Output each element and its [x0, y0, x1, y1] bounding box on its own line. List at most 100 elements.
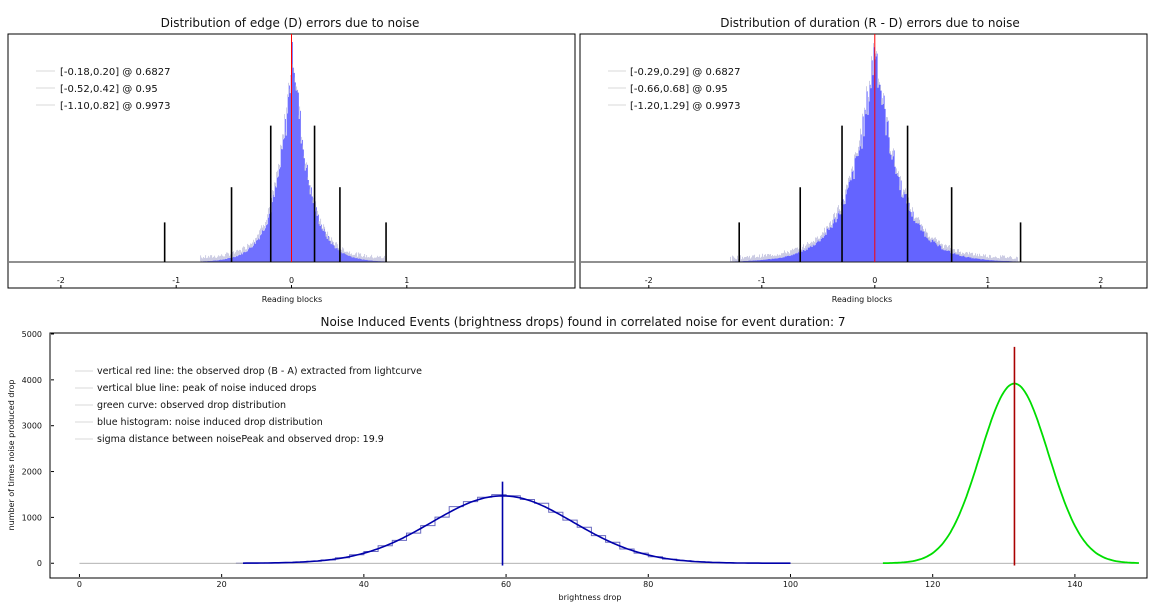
histogram-bar [252, 245, 254, 262]
histogram-bar [372, 260, 374, 262]
histogram-bar [889, 153, 891, 262]
histogram-bar [306, 164, 308, 262]
histogram-bar [286, 113, 288, 262]
histogram-bar [786, 256, 788, 262]
histogram-bar [279, 167, 281, 262]
histogram-bar [827, 228, 829, 262]
histogram-bar [768, 259, 770, 262]
histogram-bar [792, 254, 794, 262]
histogram-bar [856, 156, 858, 262]
x-tick-label: -1 [172, 276, 180, 285]
histogram-bar [775, 258, 777, 262]
histogram-bar [263, 230, 265, 262]
x-tick-label: 0 [77, 580, 82, 589]
histogram-bar [933, 241, 935, 262]
histogram-bar [800, 250, 802, 262]
histogram-bar [342, 253, 344, 262]
histogram-bar [980, 259, 982, 262]
y-tick-label: 4000 [22, 376, 42, 385]
histogram-bar [288, 85, 290, 262]
legend-entry: blue histogram: noise induced drop distr… [97, 417, 323, 428]
histogram-bar [235, 256, 237, 262]
histogram-bar [839, 214, 841, 262]
histogram-bar [349, 256, 351, 262]
histogram-bar [867, 114, 869, 263]
histogram-bar [753, 260, 755, 262]
histogram-bar [227, 258, 229, 262]
histogram-bar [958, 254, 960, 262]
histogram-bar [229, 257, 231, 262]
histogram-bar [999, 260, 1001, 262]
histogram-bar [254, 243, 256, 262]
y-tick-label: 0 [37, 559, 42, 568]
histogram-bar [798, 251, 800, 262]
histogram-bar [890, 154, 892, 262]
histogram-bar [371, 260, 373, 262]
histogram-bar [901, 196, 903, 262]
histogram-bar [285, 135, 287, 262]
y-axis-label: number of times noise produced drop [7, 380, 16, 531]
histogram-bar [967, 256, 969, 262]
histogram-bar [351, 257, 353, 262]
histogram-bar [957, 254, 959, 262]
noise-distribution-curve [242, 494, 791, 564]
histogram-bar [989, 260, 991, 262]
histogram-bar [319, 226, 321, 262]
y-tick-label: 3000 [22, 422, 42, 431]
histogram-bar [991, 260, 993, 262]
histogram-bar [764, 259, 766, 262]
y-tick-label: 2000 [22, 468, 42, 477]
histogram-bar [308, 185, 310, 262]
histogram-bar [843, 204, 845, 262]
edge-error-panel: Distribution of edge (D) errors due to n… [7, 16, 576, 304]
histogram-bar [291, 42, 293, 262]
histogram-bar [911, 216, 913, 262]
histogram-bar [300, 143, 302, 262]
histogram-bar [332, 244, 334, 262]
histogram-bar [963, 255, 965, 262]
histogram-bar [264, 228, 266, 262]
histogram-bar [814, 245, 816, 262]
histogram-bar [984, 259, 986, 262]
histogram-bar [317, 214, 319, 262]
histogram-bar [822, 238, 824, 262]
histogram-bar [831, 227, 833, 262]
histogram-bar [851, 171, 853, 262]
histogram-bar [903, 192, 905, 262]
histogram-bar [877, 87, 879, 262]
histogram-bar [941, 249, 943, 262]
histogram-bar [367, 260, 369, 262]
histogram-bar [346, 255, 348, 262]
histogram-bar [284, 119, 286, 262]
histogram-bar [239, 255, 241, 262]
histogram-bar [364, 259, 366, 262]
histogram-bar [894, 166, 896, 262]
histogram-bar [261, 229, 263, 262]
histogram-bar [849, 179, 851, 262]
histogram-bar [236, 256, 238, 262]
histogram-bar [222, 259, 224, 262]
histogram-bar [878, 84, 880, 262]
histogram-bar [898, 177, 900, 262]
histogram-bar [824, 233, 826, 262]
histogram-bar [352, 257, 354, 262]
x-tick-label: 40 [359, 580, 369, 589]
histogram-bar [297, 92, 299, 262]
histogram-bar [303, 158, 305, 262]
histogram-bar [771, 258, 773, 262]
histogram-bar [324, 231, 326, 262]
histogram-bar [988, 259, 990, 262]
histogram-bar [260, 234, 262, 262]
histogram-bar [228, 258, 230, 262]
histogram-bar [787, 255, 789, 262]
histogram-bar [968, 256, 970, 262]
histogram-bar [256, 240, 258, 262]
histogram-bar [946, 250, 948, 262]
histogram-bar [914, 220, 916, 262]
histogram-bar [900, 180, 902, 262]
legend: [-0.29,0.29] @ 0.6827 [-0.66,0.68] @ 0.9… [608, 67, 740, 112]
histogram-bar [315, 207, 317, 262]
histogram-bar [837, 213, 839, 262]
histogram-bar [793, 254, 795, 262]
histogram-bar [752, 260, 754, 262]
